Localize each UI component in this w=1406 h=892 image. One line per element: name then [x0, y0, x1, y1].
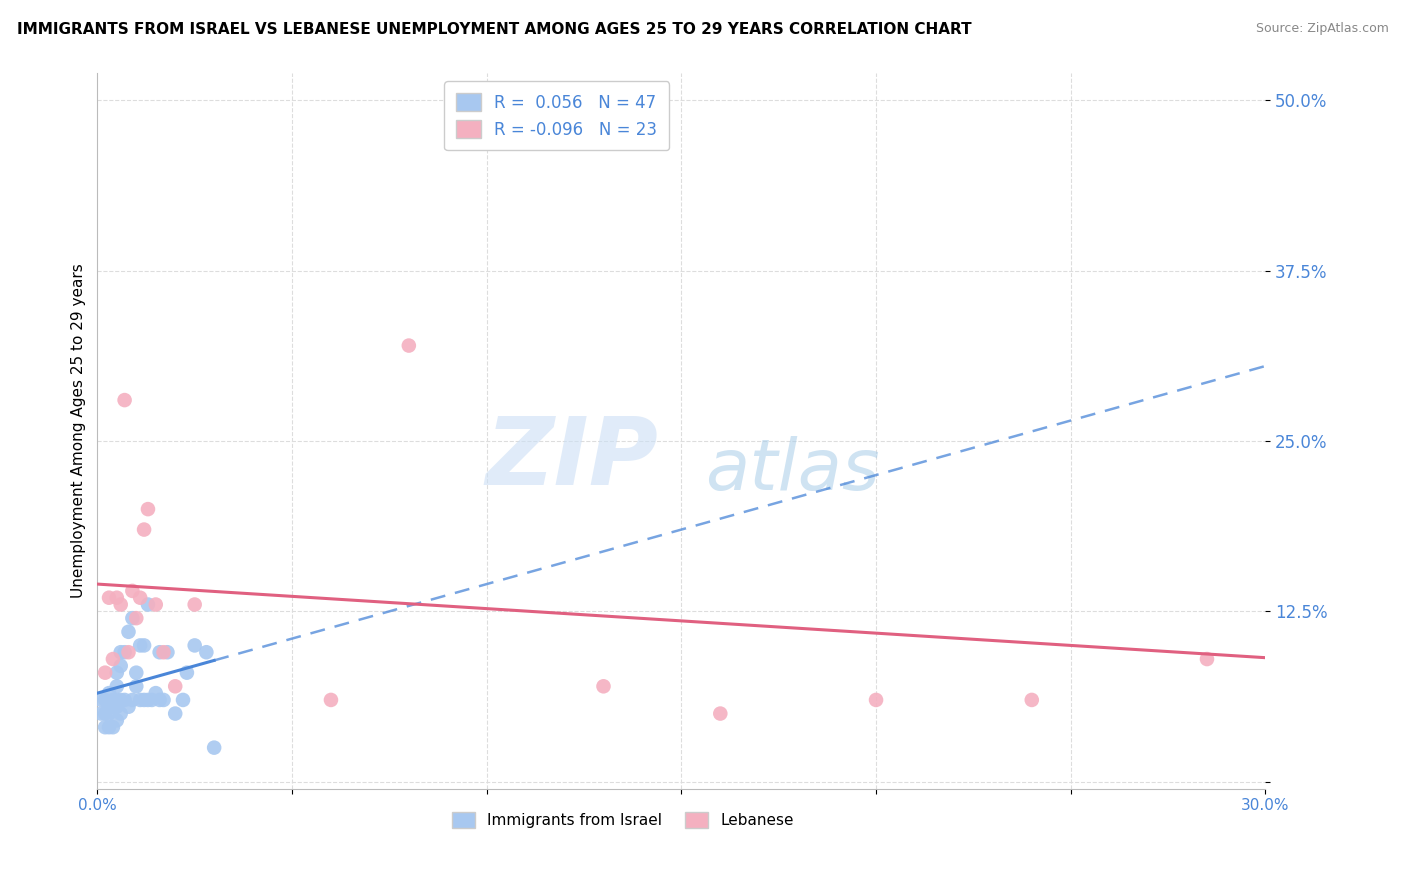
Point	[98, 699, 121, 714]
Point	[149, 693, 172, 707]
Point	[101, 693, 124, 707]
Point	[98, 720, 121, 734]
Point	[101, 652, 124, 666]
Point	[176, 665, 198, 680]
Y-axis label: Unemployment Among Ages 25 to 29 years: Unemployment Among Ages 25 to 29 years	[72, 263, 86, 599]
Point	[114, 645, 136, 659]
Point	[129, 639, 152, 653]
Point	[105, 714, 128, 728]
Point	[172, 693, 194, 707]
Point	[121, 583, 143, 598]
Point	[319, 693, 342, 707]
Point	[105, 699, 128, 714]
Point	[105, 665, 128, 680]
Point	[98, 686, 121, 700]
Point	[114, 693, 136, 707]
Point	[125, 665, 148, 680]
Point	[129, 693, 152, 707]
Point	[94, 706, 117, 721]
Point	[136, 693, 159, 707]
Point	[152, 693, 174, 707]
Point	[202, 740, 225, 755]
Point	[136, 598, 159, 612]
Point	[98, 591, 121, 605]
Point	[165, 679, 187, 693]
Point	[90, 706, 112, 721]
Text: Source: ZipAtlas.com: Source: ZipAtlas.com	[1256, 22, 1389, 36]
Point	[98, 706, 121, 721]
Point	[398, 338, 420, 352]
Point	[90, 693, 112, 707]
Point	[94, 665, 117, 680]
Point	[117, 645, 139, 659]
Point	[121, 611, 143, 625]
Legend: Immigrants from Israel, Lebanese: Immigrants from Israel, Lebanese	[446, 806, 800, 835]
Point	[114, 393, 136, 408]
Point	[101, 699, 124, 714]
Point	[183, 639, 205, 653]
Point	[94, 720, 117, 734]
Point	[132, 693, 155, 707]
Point	[195, 645, 218, 659]
Point	[117, 699, 139, 714]
Point	[865, 693, 887, 707]
Point	[152, 645, 174, 659]
Point	[105, 591, 128, 605]
Point	[141, 693, 163, 707]
Point	[110, 598, 132, 612]
Point	[1195, 652, 1218, 666]
Point	[183, 598, 205, 612]
Point	[94, 693, 117, 707]
Point	[1021, 693, 1043, 707]
Point	[149, 645, 172, 659]
Point	[105, 679, 128, 693]
Point	[105, 693, 128, 707]
Point	[101, 720, 124, 734]
Point	[110, 706, 132, 721]
Point	[110, 693, 132, 707]
Point	[132, 523, 155, 537]
Point	[132, 639, 155, 653]
Point	[110, 658, 132, 673]
Point	[125, 611, 148, 625]
Point	[165, 706, 187, 721]
Point	[709, 706, 731, 721]
Text: IMMIGRANTS FROM ISRAEL VS LEBANESE UNEMPLOYMENT AMONG AGES 25 TO 29 YEARS CORREL: IMMIGRANTS FROM ISRAEL VS LEBANESE UNEMP…	[17, 22, 972, 37]
Point	[592, 679, 614, 693]
Point	[117, 624, 139, 639]
Point	[121, 693, 143, 707]
Text: atlas: atlas	[704, 435, 879, 505]
Point	[145, 598, 167, 612]
Point	[145, 686, 167, 700]
Point	[125, 679, 148, 693]
Point	[136, 502, 159, 516]
Point	[129, 591, 152, 605]
Text: ZIP: ZIP	[485, 413, 658, 506]
Point	[110, 645, 132, 659]
Point	[156, 645, 179, 659]
